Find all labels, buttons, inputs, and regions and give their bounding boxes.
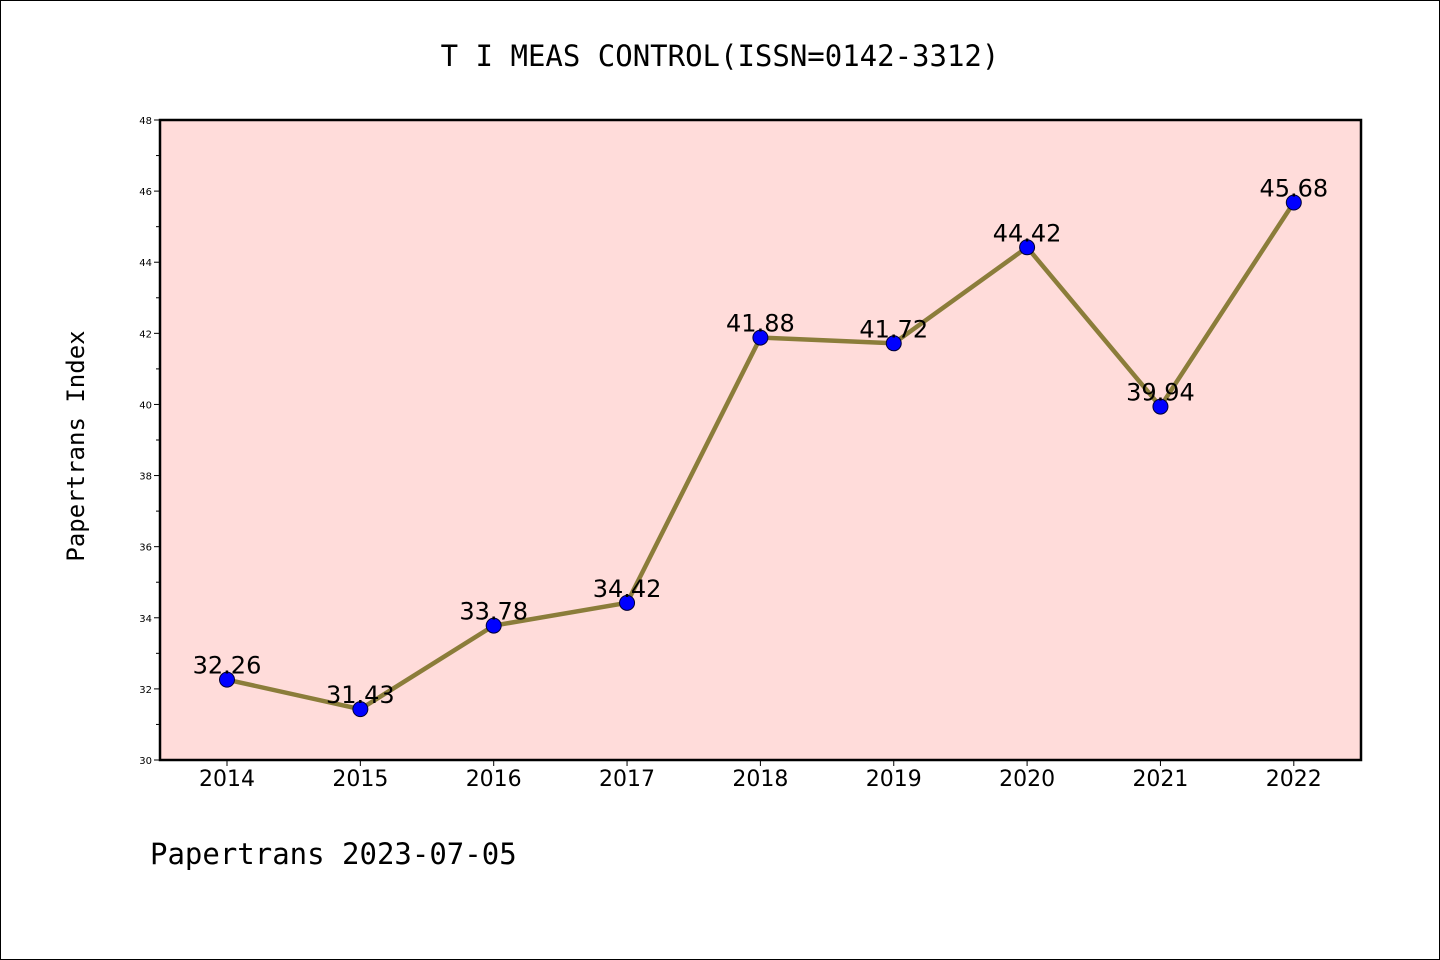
data-label: 41.72 <box>859 315 928 343</box>
y-tick-label: 46 <box>139 187 152 198</box>
y-tick-label: 34 <box>139 614 152 625</box>
data-label: 45.68 <box>1259 174 1328 202</box>
series-layer: 32.26 31.43 33.78 34.42 41.88 41.72 44.42 39.94… <box>193 174 1328 718</box>
x-tick-label: 2019 <box>866 767 922 792</box>
chart-title: T I MEAS CONTROL(ISSN=0142-3312) <box>441 39 1000 73</box>
data-point <box>619 594 636 611</box>
y-tick-label: 32 <box>139 685 152 696</box>
data-label: 33.78 <box>459 598 528 626</box>
x-axis: 2014 2015 2016 2017 2018 2019 2020 2021 2022 <box>199 760 1322 792</box>
data-label: 31.43 <box>326 681 395 709</box>
x-tick-label: 2018 <box>732 767 788 792</box>
x-tick-label: 2020 <box>999 767 1055 792</box>
y-tick-label: 38 <box>139 472 152 483</box>
data-label: 32.26 <box>193 652 262 680</box>
data-point <box>485 617 502 634</box>
data-point <box>752 329 769 346</box>
data-label: 41.88 <box>726 310 795 338</box>
data-point <box>885 335 902 352</box>
y-tick-label: 42 <box>139 329 152 340</box>
y-axis: 30 32 34 36 38 40 42 44 46 48 <box>139 116 160 767</box>
data-label: 39.94 <box>1126 379 1195 407</box>
y-tick-label: 48 <box>139 116 152 127</box>
x-tick-label: 2015 <box>332 767 388 792</box>
footer-text: Papertrans 2023-07-05 <box>150 837 517 871</box>
y-tick-label: 36 <box>139 543 152 554</box>
y-tick-label: 40 <box>139 400 152 411</box>
data-point <box>1285 194 1302 211</box>
y-tick-label: 44 <box>139 258 152 269</box>
data-point <box>352 701 369 718</box>
x-tick-label: 2022 <box>1266 767 1322 792</box>
data-label: 44.42 <box>993 219 1062 247</box>
plot-area <box>158 118 1363 762</box>
y-tick-label: 30 <box>139 756 152 767</box>
data-point <box>1152 398 1169 415</box>
y-axis-label: Papertrans Index <box>62 330 90 561</box>
x-tick-label: 2017 <box>599 767 655 792</box>
x-tick-label: 2021 <box>1132 767 1188 792</box>
x-tick-label: 2014 <box>199 767 255 792</box>
data-point <box>1019 239 1036 256</box>
data-label: 34.42 <box>593 575 662 603</box>
x-tick-label: 2016 <box>466 767 522 792</box>
data-point <box>219 671 235 688</box>
